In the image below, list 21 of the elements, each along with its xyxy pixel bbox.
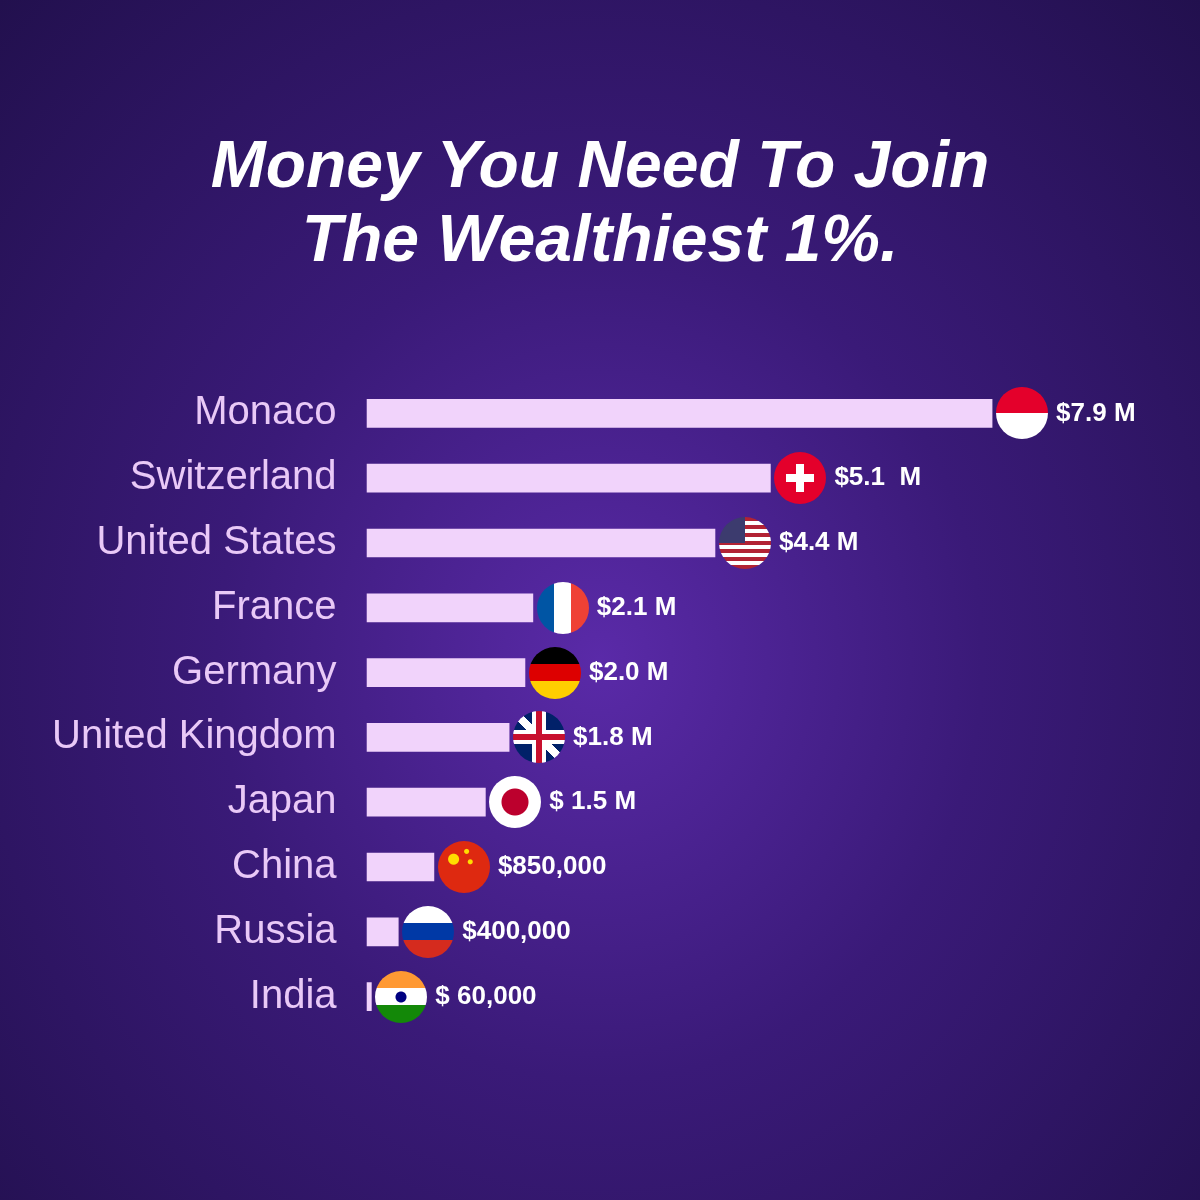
y-tick-label: Monaco	[194, 388, 337, 433]
y-tick-label: United Kingdom	[52, 712, 337, 757]
y-tick-label: Russia	[214, 906, 338, 951]
chart-title: Money You Need To Join The Wealthiest 1%.	[209, 127, 991, 276]
y-tick-label: India	[249, 971, 338, 1016]
y-tick-label: Switzerland	[129, 453, 337, 498]
data-label: $5.1 M	[834, 461, 922, 492]
data-label: $4.4 M	[778, 526, 859, 557]
data-label: $2.0 M	[588, 655, 669, 686]
data-label: $ 1.5 M	[549, 785, 637, 816]
y-tick-label: China	[232, 842, 338, 887]
y-tick-label: Japan	[227, 777, 337, 822]
data-label: $7.9 M	[1056, 396, 1136, 427]
data-label: $400,000	[462, 914, 571, 945]
data-label: $1.8 M	[573, 720, 653, 751]
data-label: $ 60,000	[435, 979, 537, 1010]
data-label: $850,000	[497, 850, 607, 881]
y-tick-label: Germany	[172, 647, 337, 692]
data-label: $2.1 M	[596, 590, 677, 621]
y-tick-label: United States	[96, 518, 337, 563]
y-tick-label: France	[212, 582, 337, 627]
